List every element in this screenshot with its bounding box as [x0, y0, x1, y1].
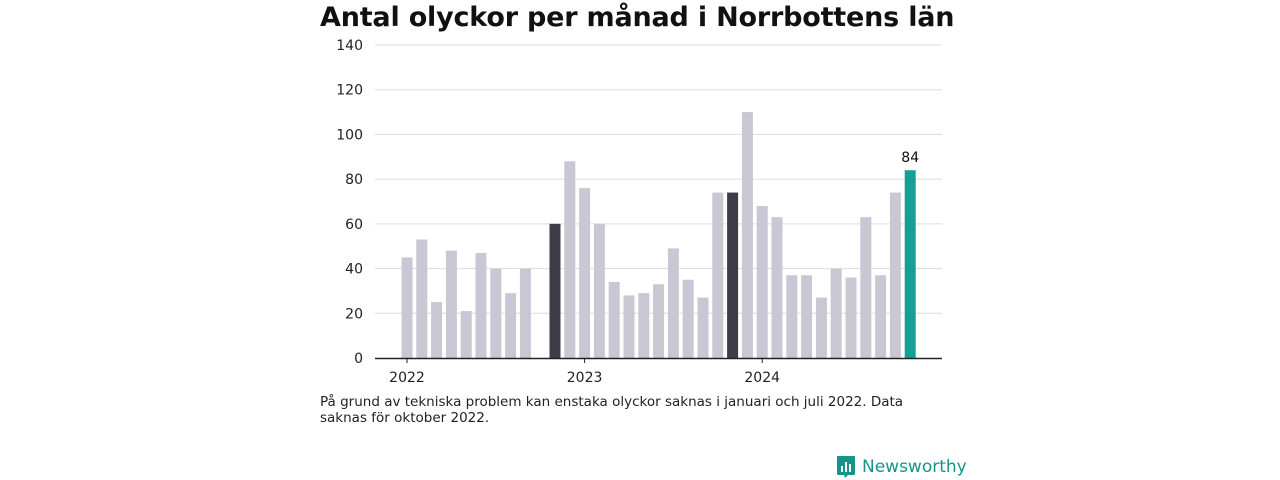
bar — [416, 239, 428, 358]
bar — [667, 248, 679, 358]
bar — [460, 311, 472, 358]
y-tick-label: 0 — [354, 351, 363, 367]
bar — [875, 275, 887, 358]
bar — [579, 188, 591, 358]
bar — [505, 293, 517, 358]
bar — [608, 281, 620, 358]
data-label: 84 — [901, 150, 919, 166]
bar-chart: 0 20 40 60 80 100 120 140 2022 2023 2024 84 — [336, 38, 942, 386]
y-tick-label: 60 — [345, 217, 363, 233]
y-tick-label: 80 — [345, 172, 363, 188]
bar — [519, 268, 531, 358]
y-tick-label: 120 — [336, 83, 363, 99]
bar — [815, 297, 827, 358]
bar — [756, 205, 768, 358]
bar — [741, 112, 753, 358]
bar — [830, 268, 842, 358]
y-tick-label: 40 — [345, 262, 363, 278]
bar — [475, 252, 487, 358]
bar — [845, 277, 857, 358]
bar — [727, 192, 739, 358]
footnote: På grund av tekniska problem kan enstaka… — [320, 394, 904, 426]
bar — [564, 161, 576, 358]
bar — [593, 223, 605, 358]
bar — [801, 275, 813, 358]
y-tick-label: 140 — [336, 38, 363, 54]
y-tick-label: 20 — [345, 306, 363, 322]
chart-title: Antal olyckor per månad i Norrbottens lä… — [320, 2, 955, 33]
x-tick-label: 2023 — [567, 370, 603, 386]
bar — [638, 293, 650, 358]
brand-name: Newsworthy — [862, 457, 967, 477]
bar — [431, 302, 443, 358]
bar — [623, 295, 635, 358]
bar — [697, 297, 709, 358]
bar — [712, 192, 724, 358]
x-tick-label: 2022 — [389, 370, 425, 386]
x-tick-label: 2024 — [744, 370, 780, 386]
bar — [445, 250, 457, 358]
bar — [682, 279, 694, 358]
bar — [904, 170, 916, 358]
newsworthy-logo-icon — [837, 456, 855, 478]
bar — [786, 275, 798, 358]
bar — [653, 284, 665, 358]
y-tick-label: 100 — [336, 127, 363, 143]
bar — [549, 223, 561, 358]
bar — [490, 268, 502, 358]
bar — [771, 217, 783, 358]
brand-logo[interactable]: Newsworthy — [836, 454, 967, 480]
bar — [889, 192, 901, 358]
bar — [401, 257, 413, 358]
bar — [860, 217, 872, 358]
